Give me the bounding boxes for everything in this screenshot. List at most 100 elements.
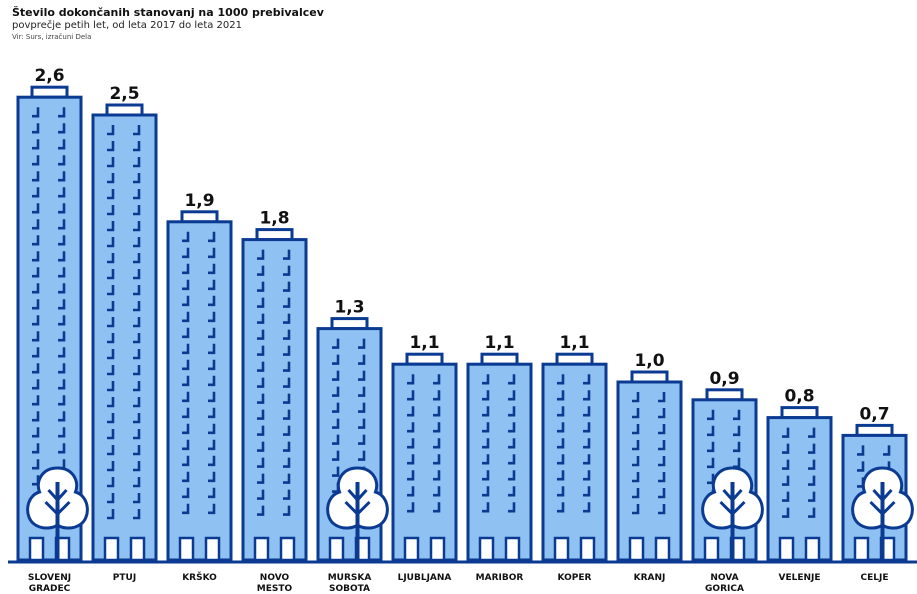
building-window	[58, 379, 66, 390]
x-tick-label: GRADEC	[29, 584, 71, 594]
building-window	[632, 504, 640, 515]
building-window	[433, 374, 441, 385]
building-window	[283, 345, 291, 356]
building-window	[107, 509, 115, 520]
building-window	[208, 311, 216, 323]
bar-building: 1,1	[541, 333, 608, 562]
x-tick-label: KOPER	[558, 573, 592, 583]
building-window	[482, 438, 490, 449]
building-window	[257, 329, 265, 340]
building-window	[482, 390, 490, 401]
tree-branch	[872, 488, 884, 502]
x-tick-label: MESTO	[257, 584, 293, 594]
building-window	[182, 295, 190, 307]
building-window	[583, 422, 591, 433]
building-window	[808, 507, 816, 518]
data-label: 2,5	[109, 84, 139, 104]
building-window	[482, 486, 490, 497]
building-door	[103, 536, 120, 562]
building-window	[32, 155, 40, 166]
data-label: 0,8	[784, 387, 814, 407]
building-window	[32, 235, 40, 246]
building-window	[257, 313, 265, 324]
building-window	[257, 361, 265, 372]
building-window	[107, 429, 115, 440]
bar	[391, 362, 458, 562]
building-window	[257, 297, 265, 308]
building-window	[107, 269, 115, 280]
building-window	[658, 440, 666, 451]
building-window	[133, 237, 141, 248]
building-window	[133, 253, 141, 264]
building-window	[32, 171, 40, 182]
building-window	[433, 486, 441, 497]
tree-branch	[731, 500, 746, 516]
building-window	[632, 456, 640, 467]
building-door	[328, 536, 345, 562]
x-tick-label: MARIBOR	[476, 573, 524, 583]
building-window	[257, 265, 265, 276]
building-window	[733, 409, 741, 421]
bar-building: 1,1	[391, 333, 458, 562]
building-window	[182, 375, 190, 387]
x-tick-label: NOVA	[710, 573, 738, 583]
building-window	[508, 390, 516, 401]
building-window	[107, 333, 115, 344]
building-window	[133, 477, 141, 488]
building-window	[32, 379, 40, 390]
building-window	[658, 504, 666, 515]
building-window	[632, 488, 640, 499]
building-window	[808, 459, 816, 470]
x-tick-label: LJUBLJANA	[398, 573, 452, 583]
building-window	[182, 343, 190, 355]
tree-branch	[731, 488, 743, 502]
x-tick-label: SOBOTA	[329, 584, 370, 594]
bar	[766, 416, 833, 562]
bar	[91, 113, 158, 562]
building-window	[257, 377, 265, 388]
building-window	[107, 253, 115, 264]
building-window	[32, 299, 40, 310]
building-window	[632, 472, 640, 483]
building-window	[32, 459, 40, 470]
building-window	[257, 393, 265, 404]
building-window	[58, 187, 66, 198]
building-window	[208, 343, 216, 355]
building-window	[583, 374, 591, 385]
building-window	[133, 365, 141, 376]
tree-icon	[851, 466, 914, 560]
building-window	[182, 263, 190, 275]
building-window	[482, 422, 490, 433]
building-window	[283, 489, 291, 500]
building-window	[557, 470, 565, 481]
building-window	[208, 423, 216, 435]
building-window	[58, 139, 66, 150]
building-window	[182, 423, 190, 435]
building-window	[133, 445, 141, 456]
building-window	[257, 489, 265, 500]
building-window	[257, 473, 265, 484]
building-window	[283, 505, 291, 516]
building-window	[808, 427, 816, 438]
building-window	[32, 107, 40, 118]
building-door	[478, 536, 495, 562]
building-window	[208, 439, 216, 451]
bar	[241, 238, 308, 562]
building-window	[208, 487, 216, 499]
data-label: 1,1	[409, 333, 439, 353]
building-window	[332, 466, 340, 477]
building-window	[332, 402, 340, 413]
building-window	[58, 331, 66, 342]
building-window	[482, 374, 490, 385]
building-window	[107, 173, 115, 184]
building-door	[279, 536, 296, 562]
building-window	[133, 493, 141, 504]
building-window	[133, 397, 141, 408]
tree-branch	[344, 500, 359, 516]
building-window	[583, 406, 591, 417]
building-window	[508, 406, 516, 417]
building-window	[107, 445, 115, 456]
building-window	[358, 370, 366, 381]
